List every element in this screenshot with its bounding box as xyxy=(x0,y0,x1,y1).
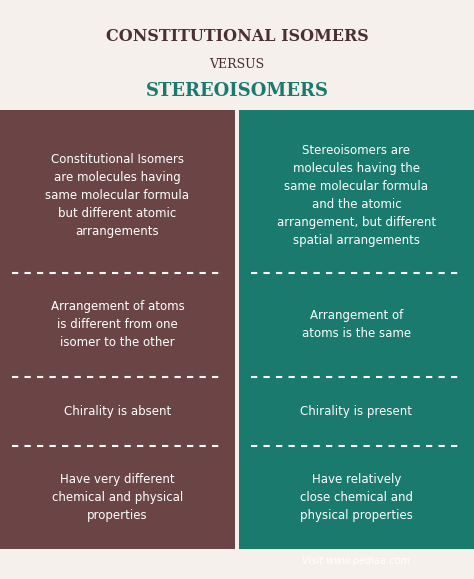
Text: Have relatively
close chemical and
physical properties: Have relatively close chemical and physi… xyxy=(300,473,413,522)
Text: Constitutional Isomers
are molecules having
same molecular formula
but different: Constitutional Isomers are molecules hav… xyxy=(46,153,190,238)
Bar xyxy=(0,273,235,376)
Text: Visit www.pediaa.com: Visit www.pediaa.com xyxy=(302,556,410,566)
Text: STEREOISOMERS: STEREOISOMERS xyxy=(146,82,328,100)
Bar xyxy=(239,446,474,549)
Bar xyxy=(239,118,474,273)
Text: Arrangement of
atoms is the same: Arrangement of atoms is the same xyxy=(302,309,411,340)
Bar xyxy=(239,273,474,376)
Text: Chirality is present: Chirality is present xyxy=(301,405,412,417)
Bar xyxy=(0,110,235,118)
Bar xyxy=(0,446,235,549)
Text: Arrangement of atoms
is different from one
isomer to the other: Arrangement of atoms is different from o… xyxy=(51,301,184,349)
Text: Have very different
chemical and physical
properties: Have very different chemical and physica… xyxy=(52,473,183,522)
Text: CONSTITUTIONAL ISOMERS: CONSTITUTIONAL ISOMERS xyxy=(106,28,368,45)
Text: VERSUS: VERSUS xyxy=(210,58,264,71)
Bar xyxy=(239,110,474,118)
Bar xyxy=(239,376,474,446)
Text: Chirality is absent: Chirality is absent xyxy=(64,405,171,417)
Text: Stereoisomers are
molecules having the
same molecular formula
and the atomic
arr: Stereoisomers are molecules having the s… xyxy=(277,144,436,247)
Bar xyxy=(0,118,235,273)
Bar xyxy=(0,376,235,446)
